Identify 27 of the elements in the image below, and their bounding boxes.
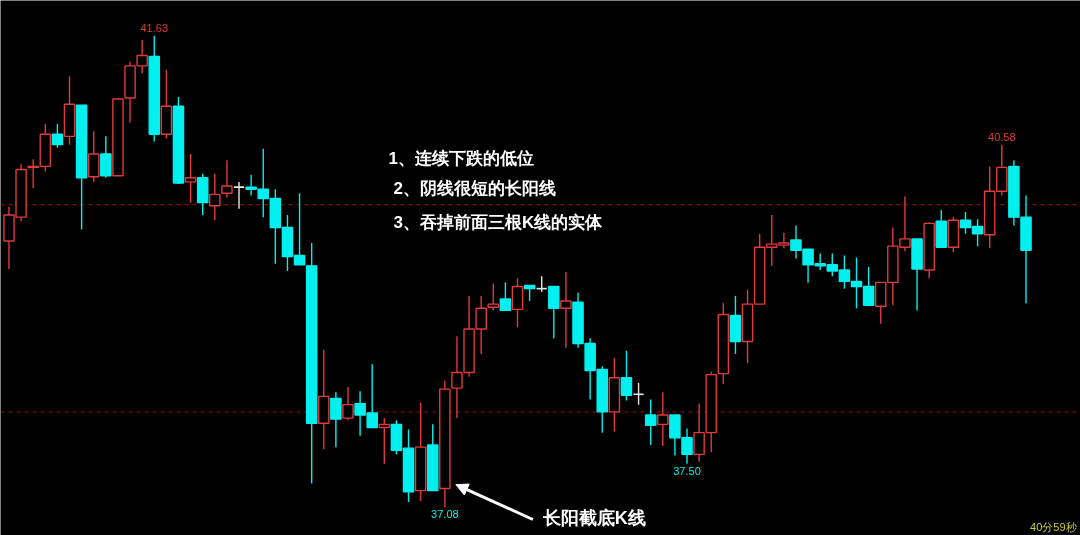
text: 40分59秒: [1030, 520, 1077, 533]
candlestick: [560, 271, 572, 349]
annotation: 40.58: [988, 130, 1016, 143]
annotation: 37.08: [431, 508, 459, 521]
candlestick: [87, 130, 100, 183]
annotation: 1、连续下跌的低位: [388, 149, 534, 168]
candlestick: [100, 135, 112, 179]
candlestick: [342, 386, 354, 421]
candlestick: [184, 153, 197, 204]
candlestick: [487, 282, 500, 312]
candlestick: [620, 350, 633, 402]
annotation: 3、吞掉前面三根K线的实体: [393, 213, 604, 232]
annotation: 2、阴线很短的长阳线: [393, 179, 556, 198]
annotation: 41.63: [140, 21, 169, 34]
candlestick: [221, 159, 233, 199]
candlestick: [657, 391, 669, 447]
candlestick: [632, 382, 645, 406]
candlestick: [511, 277, 524, 328]
candlestick: [51, 123, 64, 149]
annotation: 37.50: [673, 464, 701, 477]
candlestick: [330, 391, 342, 448]
candlestick: [209, 172, 221, 221]
candlestick: [548, 285, 560, 340]
text: 长阳截底K线: [541, 507, 646, 528]
candlestick: [644, 398, 657, 446]
candlestick: [233, 181, 245, 210]
candlestick: [499, 281, 512, 312]
